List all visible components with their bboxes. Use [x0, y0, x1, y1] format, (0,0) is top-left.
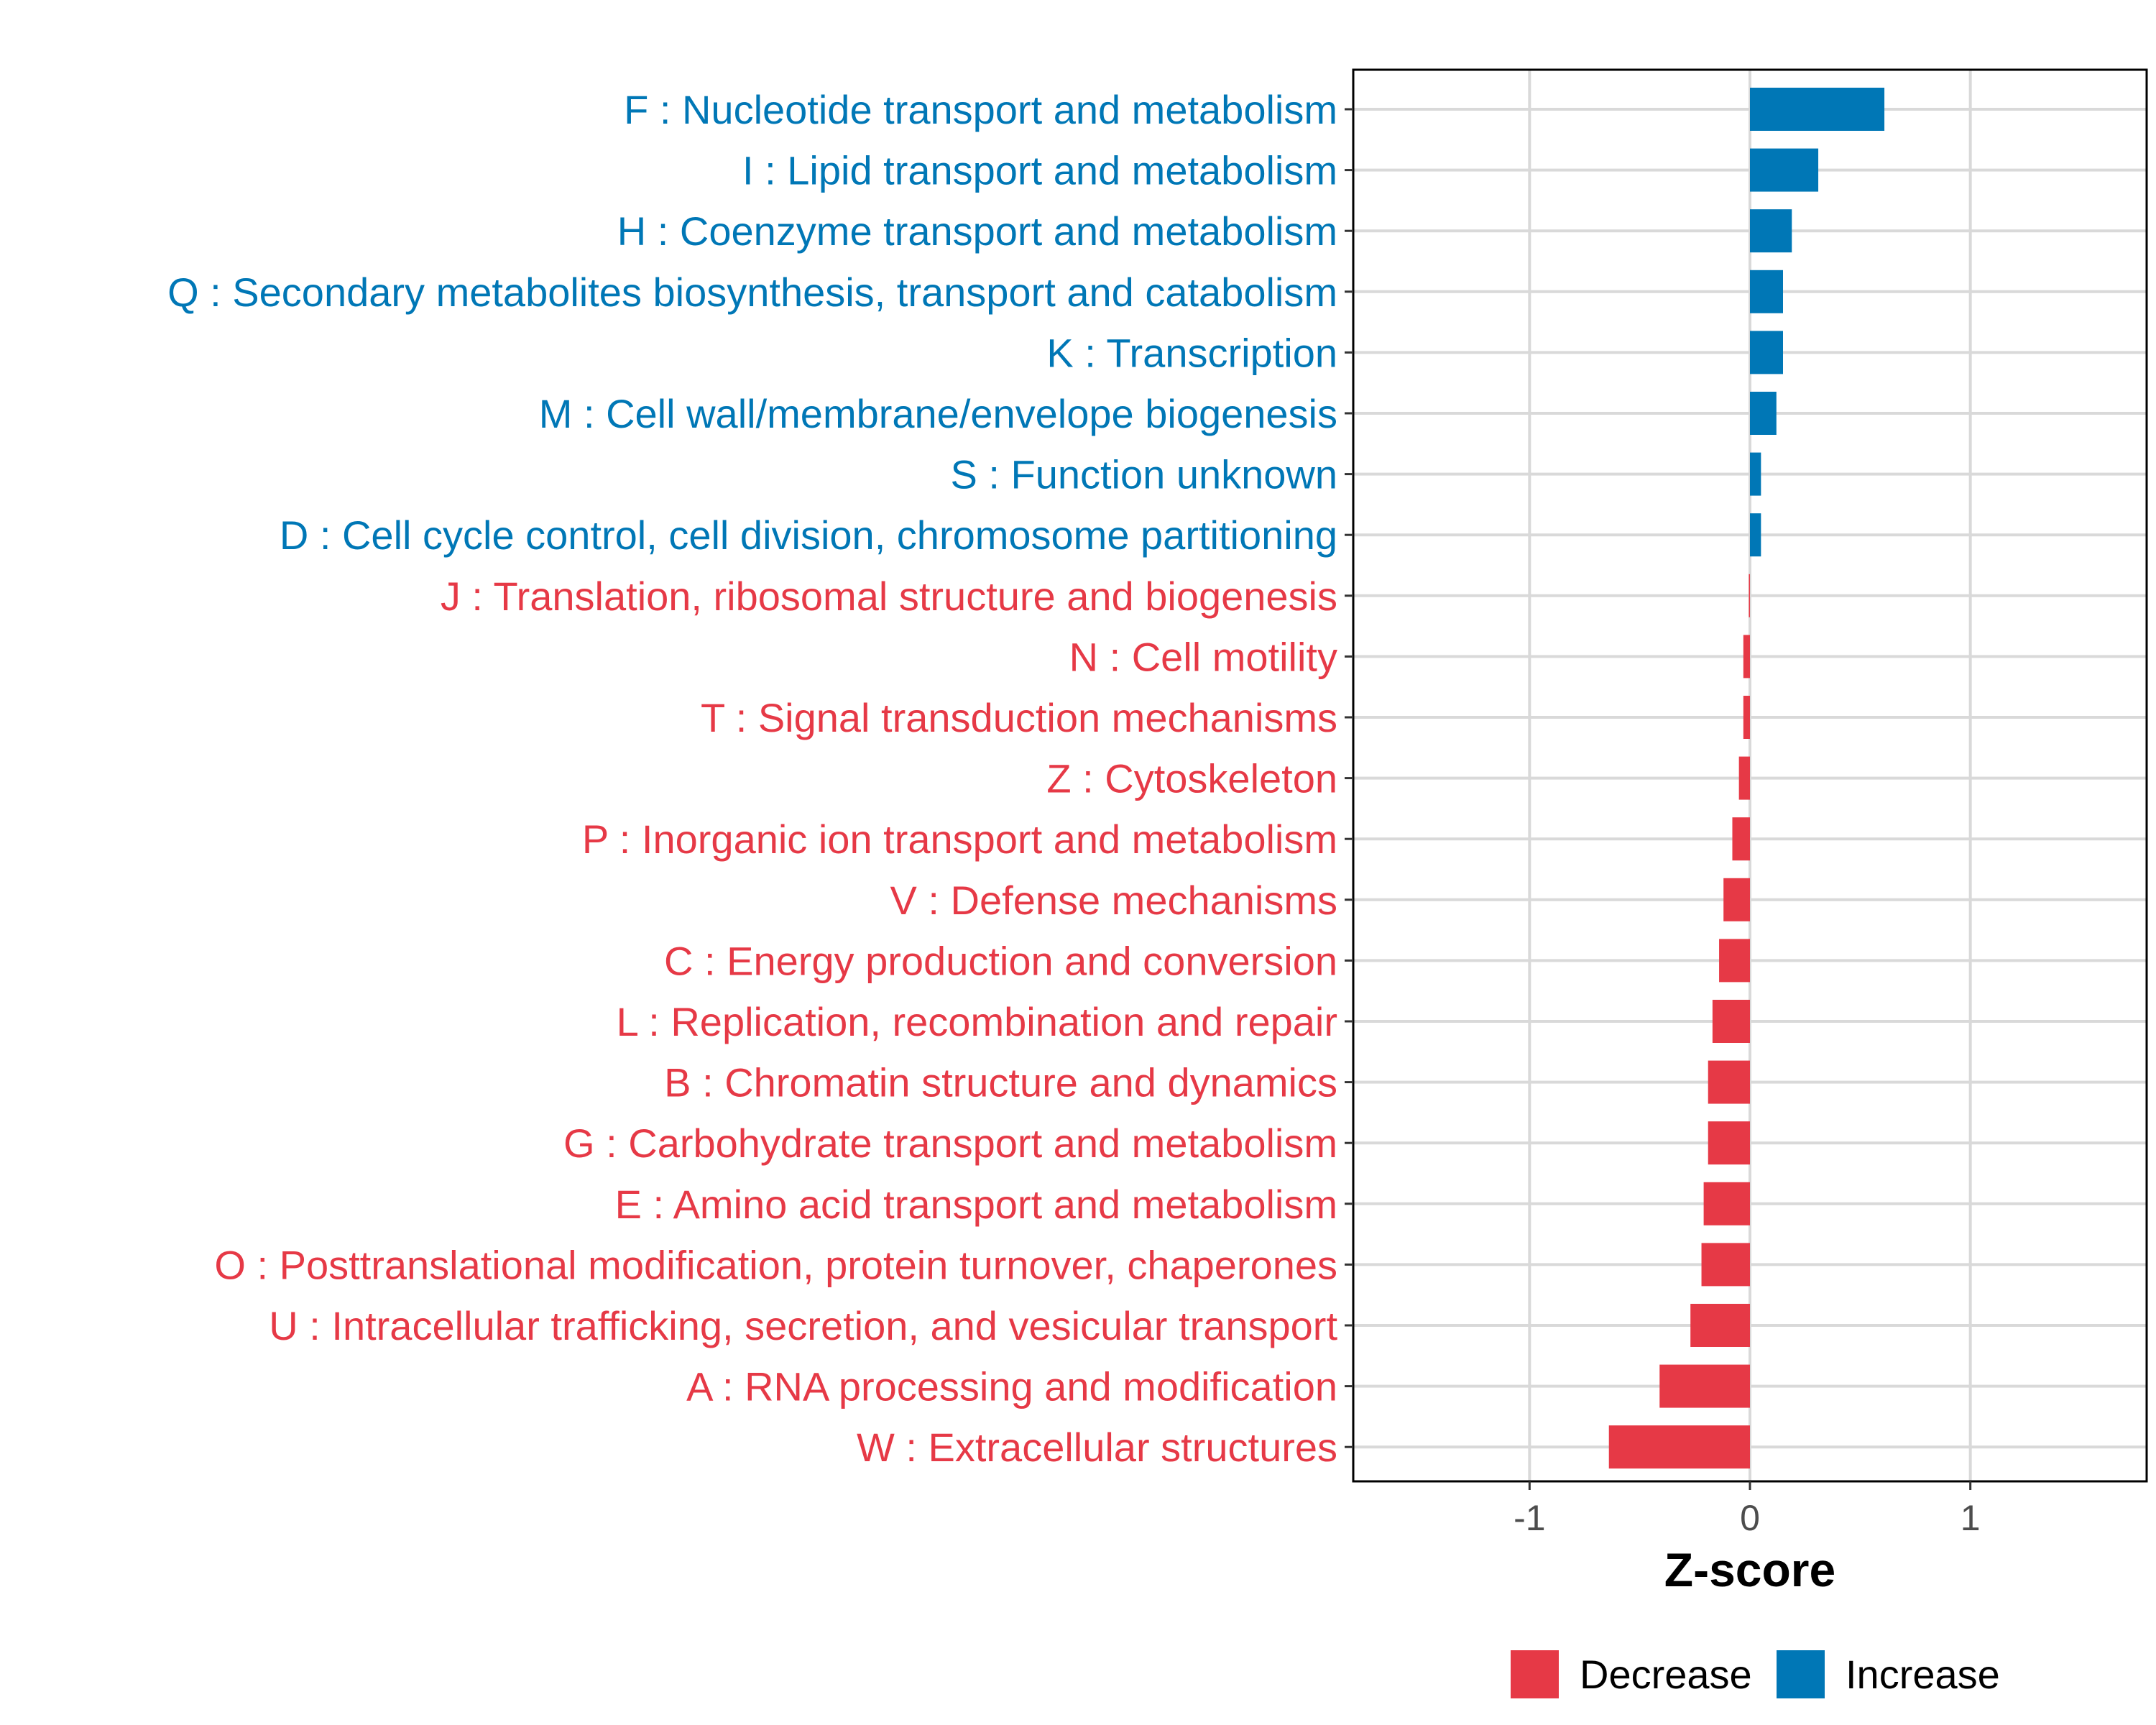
category-label-17: G : Carbohydrate transport and metabolis… [563, 1121, 1337, 1166]
bar-14 [1719, 939, 1750, 983]
bar-18 [1703, 1182, 1750, 1225]
category-label-8: J : Translation, ribosomal structure and… [441, 574, 1337, 619]
bar-17 [1708, 1121, 1750, 1165]
legend-label-increase: Increase [1846, 1652, 2000, 1697]
bars [1608, 88, 1885, 1469]
bar-13 [1723, 878, 1750, 921]
y-axis-category-labels: F : Nucleotide transport and metabolism I… [167, 87, 1337, 1470]
bar-20 [1690, 1304, 1750, 1347]
category-label-10: T : Signal transduction mechanisms [701, 695, 1337, 740]
category-label-6: S : Function unknown [950, 452, 1337, 497]
x-axis-ticks: -1 0 1 [1514, 1481, 1981, 1538]
category-label-18: E : Amino acid transport and metabolism [615, 1182, 1337, 1227]
category-label-13: V : Defense mechanisms [890, 878, 1337, 923]
bar-3 [1750, 270, 1783, 313]
y-axis-ticks [1345, 108, 1353, 1448]
bar-22 [1608, 1425, 1750, 1469]
category-label-16: B : Chromatin structure and dynamics [664, 1060, 1337, 1105]
bar-15 [1712, 1000, 1750, 1043]
bar-0 [1750, 88, 1885, 131]
category-label-5: M : Cell wall/membrane/envelope biogenes… [539, 391, 1337, 436]
category-label-1: I : Lipid transport and metabolism [742, 148, 1337, 193]
category-label-7: D : Cell cycle control, cell division, c… [280, 512, 1337, 558]
category-label-3: Q : Secondary metabolites biosynthesis, … [167, 270, 1337, 315]
category-label-2: H : Coenzyme transport and metabolism [617, 208, 1337, 254]
category-label-14: C : Energy production and conversion [664, 938, 1337, 983]
legend-key-decrease [1511, 1650, 1559, 1698]
bar-5 [1750, 392, 1777, 435]
x-axis-title: Z-score [1664, 1543, 1835, 1596]
bar-16 [1708, 1060, 1750, 1104]
category-label-22: W : Extracellular structures [857, 1425, 1337, 1470]
category-label-0: F : Nucleotide transport and metabolism [624, 87, 1337, 132]
category-label-12: P : Inorganic ion transport and metaboli… [582, 816, 1337, 862]
category-label-9: N : Cell motility [1069, 634, 1337, 679]
x-tick-label-1: 0 [1740, 1498, 1760, 1538]
x-tick-label-2: 1 [1961, 1498, 1981, 1538]
bar-8 [1749, 574, 1750, 617]
category-label-20: U : Intracellular trafficking, secretion… [269, 1303, 1337, 1348]
bar-6 [1750, 452, 1761, 496]
bar-11 [1738, 756, 1750, 800]
category-label-11: Z : Cytoskeleton [1046, 756, 1337, 801]
bar-9 [1743, 635, 1750, 678]
bar-21 [1659, 1364, 1750, 1408]
bar-2 [1750, 209, 1792, 253]
bar-4 [1750, 331, 1783, 374]
legend-label-decrease: Decrease [1580, 1652, 1752, 1697]
category-label-21: A : RNA processing and modification [686, 1364, 1337, 1409]
category-label-19: O : Posttranslational modification, prot… [214, 1242, 1337, 1287]
bar-19 [1701, 1243, 1750, 1287]
bar-10 [1743, 696, 1750, 739]
category-label-4: K : Transcription [1046, 330, 1337, 375]
legend-key-increase [1777, 1650, 1825, 1698]
bar-7 [1750, 513, 1761, 557]
x-tick-label-0: -1 [1514, 1498, 1545, 1538]
category-label-15: L : Replication, recombination and repai… [617, 999, 1337, 1044]
legend: Decrease Increase [1511, 1650, 2000, 1698]
bar-1 [1750, 148, 1819, 192]
bar-12 [1732, 817, 1750, 861]
